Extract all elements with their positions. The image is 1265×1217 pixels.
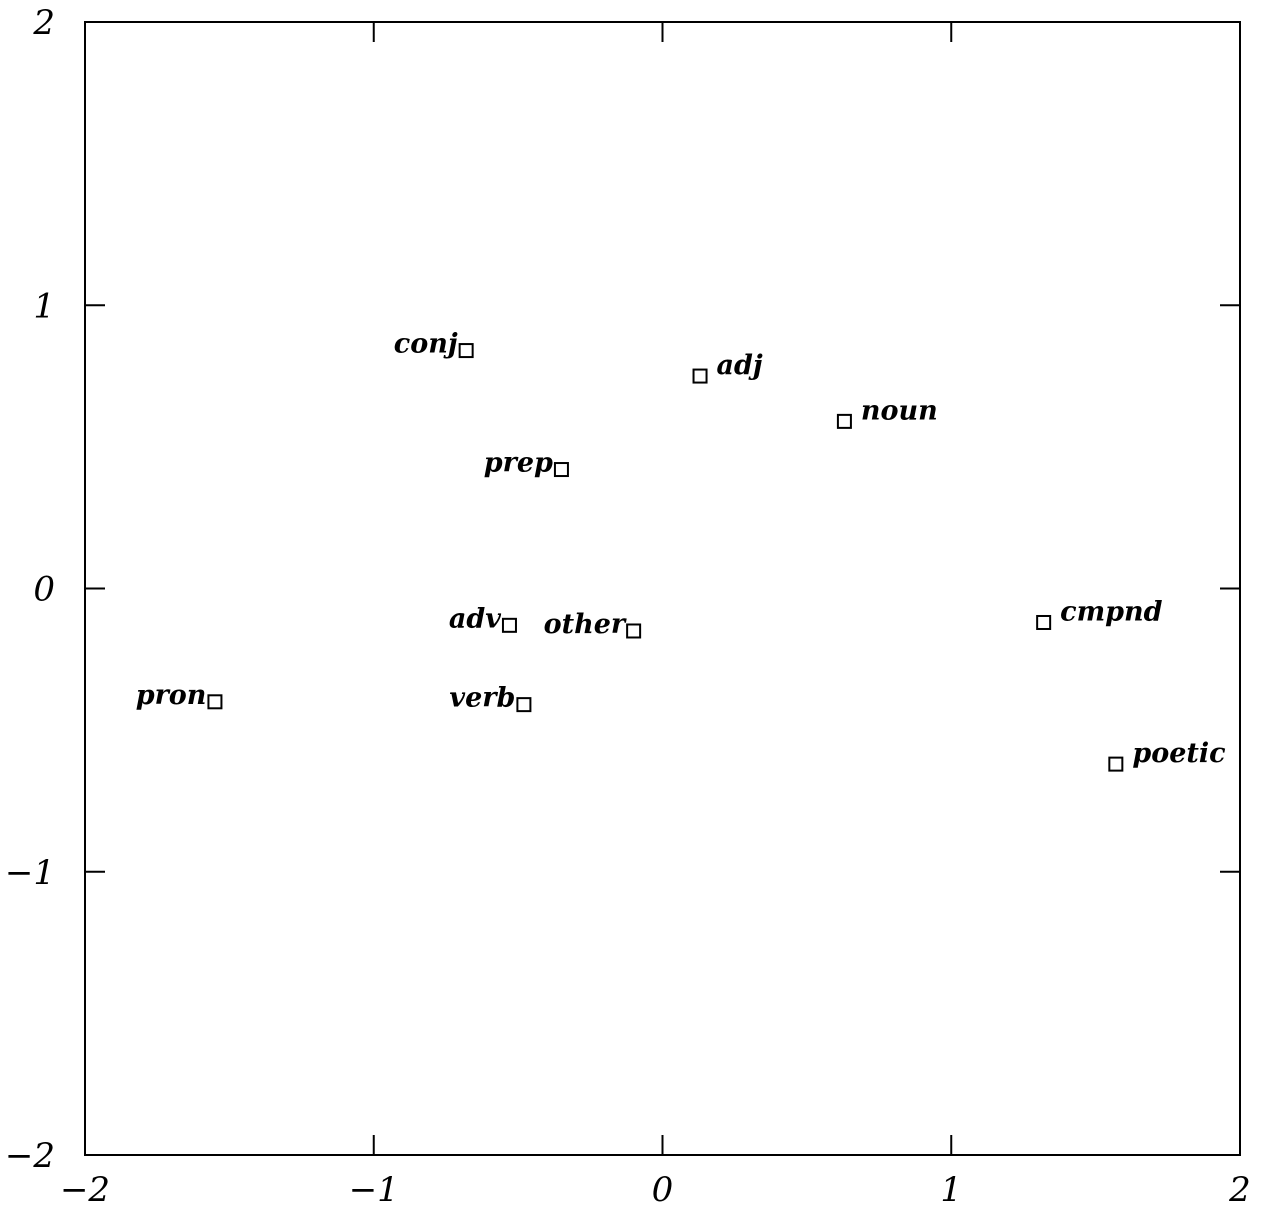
point-prep: prep	[484, 448, 569, 479]
square-marker	[1108, 756, 1124, 772]
square-marker	[553, 462, 569, 478]
point-cmpnd: cmpnd	[1036, 596, 1163, 630]
point-adj: adj	[692, 350, 763, 384]
point-conj: conj	[394, 329, 474, 360]
point-adv: adv	[449, 603, 517, 634]
x-tick-label: 0	[652, 1170, 674, 1210]
point-label: noun	[861, 395, 938, 426]
square-marker	[1036, 614, 1052, 630]
square-marker	[692, 368, 708, 384]
axis-ticks	[85, 22, 1240, 1155]
square-marker	[516, 697, 532, 713]
x-tick-label: 1	[940, 1170, 962, 1210]
y-tick-label: 2	[32, 3, 55, 43]
point-other: other	[544, 609, 642, 640]
square-marker	[626, 623, 642, 639]
point-label: conj	[394, 329, 458, 360]
plot-frame	[84, 21, 1241, 1156]
point-label: prep	[484, 448, 553, 479]
data-points: conj adj noun prep adv other cmpnd pron verb poet…	[136, 329, 1226, 772]
point-pron: pron	[136, 680, 223, 711]
point-label: adv	[449, 603, 501, 634]
point-poetic: poetic	[1108, 738, 1226, 772]
square-marker	[836, 413, 852, 429]
square-marker	[458, 343, 474, 359]
square-marker	[501, 617, 517, 633]
axis-tick-labels: −2 −1 0 1 2 −2 −1 0 1 2	[5, 3, 1251, 1210]
square-marker	[207, 694, 223, 710]
point-label: other	[544, 609, 627, 640]
y-tick-label: 1	[33, 286, 55, 326]
x-tick-label: −2	[60, 1170, 110, 1210]
point-label: pron	[136, 680, 207, 711]
point-label: verb	[449, 683, 515, 714]
point-verb: verb	[449, 683, 532, 714]
x-tick-label: 2	[1228, 1170, 1251, 1210]
y-tick-label: 0	[33, 570, 55, 610]
point-label: cmpnd	[1060, 596, 1163, 627]
y-tick-label: −1	[5, 853, 55, 893]
point-noun: noun	[836, 395, 938, 429]
point-label: poetic	[1132, 738, 1225, 769]
y-tick-label: −2	[5, 1136, 55, 1176]
x-tick-label: −1	[349, 1170, 399, 1210]
point-label: adj	[717, 350, 763, 381]
